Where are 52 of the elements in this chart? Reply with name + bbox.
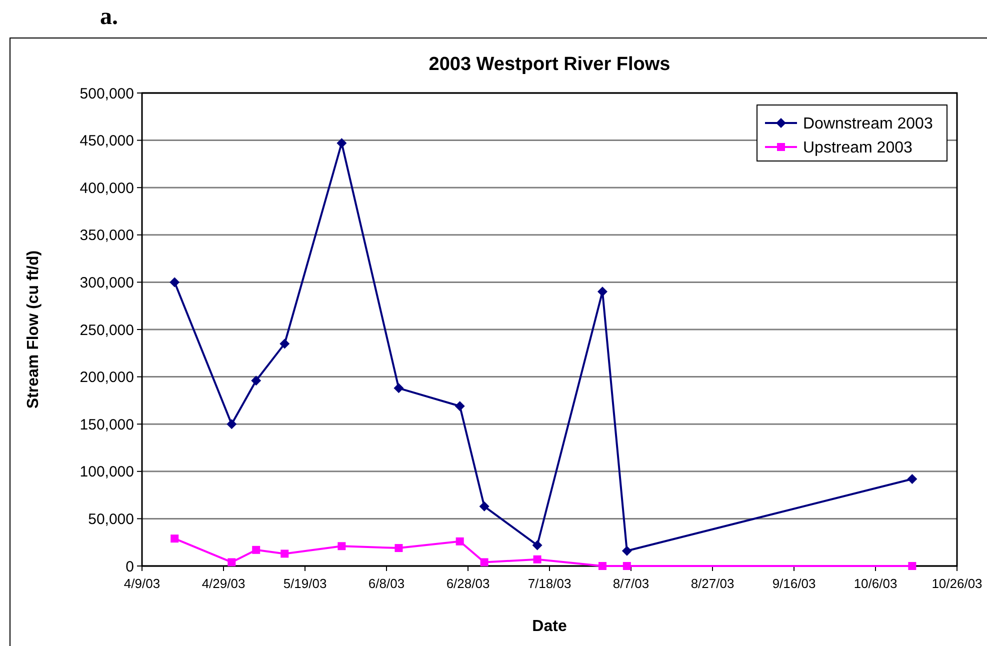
point	[908, 562, 916, 570]
point	[394, 383, 404, 394]
point	[280, 550, 289, 558]
y-tick-label: 300,000	[80, 274, 134, 292]
y-tick-label: 350,000	[80, 227, 134, 244]
x-tick-label: 10/26/03	[932, 576, 982, 591]
point	[228, 558, 236, 566]
point	[598, 562, 606, 570]
point	[338, 542, 346, 550]
x-tick-label: 8/7/03	[612, 576, 650, 591]
point	[597, 286, 608, 297]
x-axis-title: Date	[532, 618, 567, 635]
point	[226, 419, 237, 430]
y-tick-label: 100,000	[80, 464, 134, 481]
chart-title: 2003 Westport River Flows	[428, 54, 670, 75]
point	[394, 544, 403, 552]
y-tick-label: 50,000	[88, 510, 134, 528]
point	[252, 546, 260, 554]
x-tick-label: 6/28/03	[446, 576, 490, 591]
x-tick-label: 4/29/03	[202, 576, 246, 591]
point	[336, 138, 347, 148]
legend-label: Upstream 2003	[803, 140, 912, 157]
text: a.	[100, 4, 118, 30]
point	[251, 376, 262, 386]
point	[622, 546, 632, 556]
x-tick-label: 8/27/03	[690, 576, 734, 591]
point	[170, 277, 180, 288]
y-tick-label: 400,000	[80, 180, 134, 197]
x-tick-label: 7/18/03	[528, 576, 572, 591]
y-tick-label: 500,000	[80, 85, 134, 102]
y-tick-label: 450,000	[80, 132, 134, 150]
y-axis-title: Stream Flow (cu ft/d)	[25, 250, 42, 409]
point	[480, 558, 488, 566]
point	[907, 474, 918, 484]
x-tick-label: 10/6/03	[854, 576, 898, 591]
y-tick-label: 250,000	[80, 322, 134, 339]
point	[533, 555, 542, 564]
y-tick-label: 0	[126, 558, 134, 576]
y-tick-label: 200,000	[80, 369, 134, 386]
x-tick-label: 5/19/03	[283, 576, 327, 591]
x-tick-label: 6/8/03	[368, 576, 405, 591]
point	[170, 534, 179, 543]
point	[479, 501, 490, 512]
y-tick-label: 150,000	[80, 416, 134, 434]
point	[280, 338, 290, 349]
point	[532, 540, 542, 550]
point	[622, 562, 631, 570]
x-tick-label: 4/9/03	[124, 576, 160, 591]
point	[454, 401, 465, 412]
point	[456, 537, 464, 546]
legend-label: Downstream 2003	[803, 116, 933, 133]
x-tick-label: 9/16/03	[772, 576, 816, 591]
